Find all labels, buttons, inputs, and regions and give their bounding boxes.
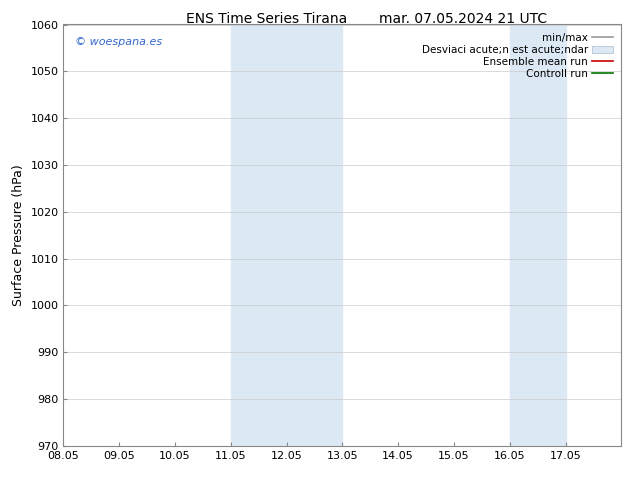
Bar: [231, 24, 342, 446]
Text: ENS Time Series Tirana: ENS Time Series Tirana: [186, 12, 347, 26]
Y-axis label: Surface Pressure (hPa): Surface Pressure (hPa): [12, 164, 25, 306]
Bar: [510, 24, 566, 446]
Text: © woespana.es: © woespana.es: [75, 37, 162, 47]
Legend: min/max, Desviaci acute;n est acute;ndar, Ensemble mean run, Controll run: min/max, Desviaci acute;n est acute;ndar…: [418, 30, 616, 82]
Text: mar. 07.05.2024 21 UTC: mar. 07.05.2024 21 UTC: [378, 12, 547, 26]
